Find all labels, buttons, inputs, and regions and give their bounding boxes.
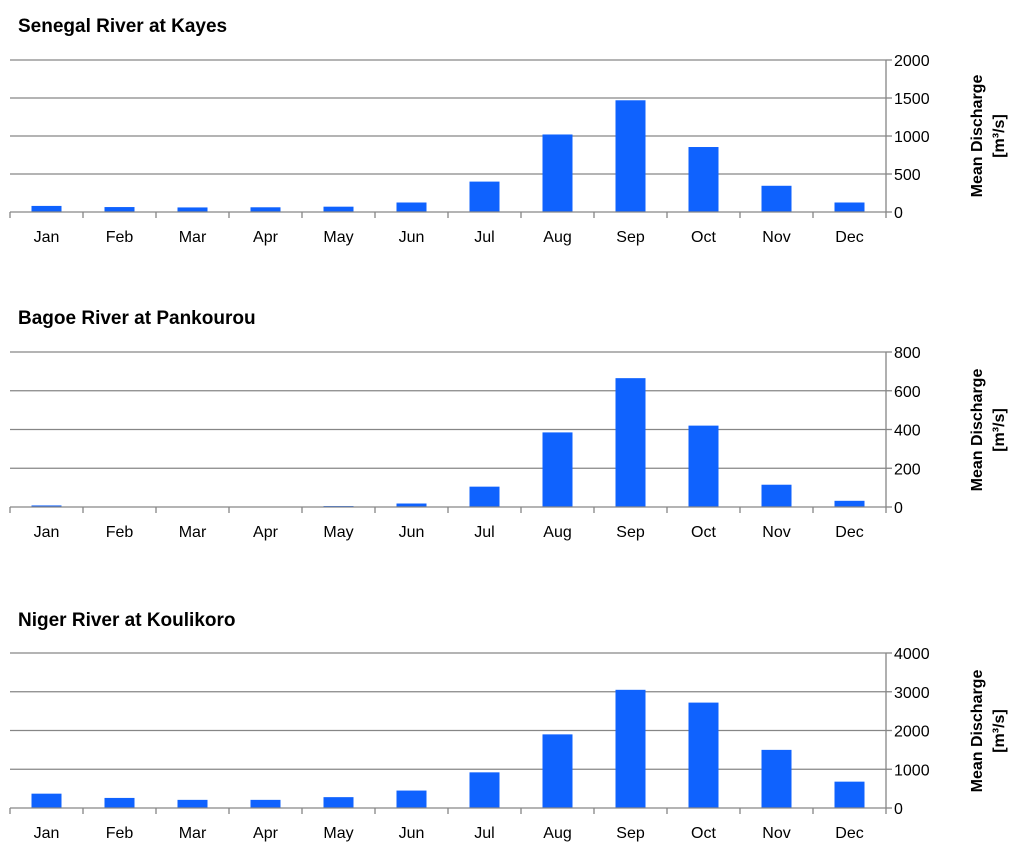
bar-feb [104, 797, 135, 808]
x-tick-label: Apr [253, 825, 279, 842]
bar-jan [31, 505, 62, 507]
x-tick-label: May [323, 524, 353, 541]
y-tick-label: 2000 [894, 724, 930, 741]
x-tick-label: Apr [253, 524, 279, 541]
y-tick-label: 3000 [894, 685, 930, 702]
y-axis-label-line2: [m³/s] [991, 408, 1008, 452]
bar-jul [469, 181, 500, 212]
y-axis-label-line1: Mean Discharge [969, 670, 986, 793]
bar-jun [396, 503, 427, 507]
bar-jan [31, 793, 62, 808]
x-tick-label: Nov [762, 825, 790, 842]
bar-oct [688, 425, 719, 507]
x-tick-label: Feb [106, 825, 134, 842]
y-tick-label: 1000 [894, 762, 930, 779]
y-tick-label: 800 [894, 345, 921, 362]
y-tick-label: 0 [894, 801, 903, 818]
y-tick-label: 1000 [894, 129, 930, 146]
bar-sep [615, 689, 646, 808]
chart-title: Niger River at Koulikoro [18, 610, 236, 631]
x-tick-label: Mar [179, 524, 207, 541]
chart-title: Senegal River at Kayes [18, 16, 227, 37]
x-tick-label: Jun [399, 524, 425, 541]
x-tick-label: Apr [253, 229, 279, 246]
bar-apr [250, 207, 281, 212]
x-tick-label: Jun [399, 825, 425, 842]
bar-dec [834, 202, 865, 212]
x-tick-label: Sep [616, 229, 645, 246]
y-tick-label: 2000 [894, 53, 930, 70]
bar-nov [761, 185, 792, 212]
y-axis-label-line2: [m³/s] [991, 114, 1008, 158]
x-tick-label: Jul [474, 524, 494, 541]
bar-sep [615, 100, 646, 212]
x-tick-label: Aug [543, 524, 571, 541]
x-tick-label: Sep [616, 524, 645, 541]
x-tick-label: Aug [543, 229, 571, 246]
bar-jul [469, 772, 500, 808]
bar-may [323, 206, 354, 212]
y-tick-label: 0 [894, 500, 903, 517]
bar-dec [834, 781, 865, 808]
bar-aug [542, 432, 573, 507]
x-tick-label: Jun [399, 229, 425, 246]
y-axis-label-line2: [m³/s] [991, 709, 1008, 753]
y-tick-label: 600 [894, 384, 921, 401]
bar-feb [104, 207, 135, 212]
x-tick-label: Jul [474, 825, 494, 842]
bar-jan [31, 205, 62, 212]
x-tick-label: Nov [762, 524, 790, 541]
bar-oct [688, 147, 719, 212]
y-tick-label: 400 [894, 423, 921, 440]
bar-jun [396, 202, 427, 212]
x-tick-label: Jan [34, 825, 60, 842]
x-tick-label: Jan [34, 229, 60, 246]
y-tick-label: 200 [894, 461, 921, 478]
x-tick-label: Nov [762, 229, 790, 246]
bar-mar [177, 207, 208, 212]
bar-jul [469, 486, 500, 507]
x-tick-label: Mar [179, 229, 207, 246]
x-tick-label: Aug [543, 825, 571, 842]
x-tick-label: Dec [835, 825, 863, 842]
bar-dec [834, 500, 865, 507]
bar-aug [542, 134, 573, 212]
y-axis-label-line1: Mean Discharge [969, 75, 986, 198]
chart-niger: Niger River at Koulikoro Mean Discharge … [9, 610, 1008, 842]
bar-sep [615, 378, 646, 507]
x-tick-label: Oct [691, 524, 716, 541]
x-tick-label: May [323, 825, 353, 842]
x-tick-label: Jul [474, 229, 494, 246]
x-tick-label: Oct [691, 229, 716, 246]
bar-mar [177, 799, 208, 808]
y-tick-label: 500 [894, 167, 921, 184]
bar-may [323, 797, 354, 808]
x-tick-label: Feb [106, 524, 134, 541]
y-tick-label: 1500 [894, 91, 930, 108]
x-tick-label: Sep [616, 825, 645, 842]
bar-nov [761, 484, 792, 507]
x-tick-label: Oct [691, 825, 716, 842]
bar-oct [688, 702, 719, 808]
chart-title: Bagoe River at Pankourou [18, 308, 256, 329]
bar-apr [250, 799, 281, 808]
x-tick-label: Dec [835, 229, 863, 246]
x-tick-label: Jan [34, 524, 60, 541]
x-tick-label: May [323, 229, 353, 246]
x-tick-label: Mar [179, 825, 207, 842]
x-tick-label: Feb [106, 229, 134, 246]
y-axis-label-line1: Mean Discharge [969, 369, 986, 492]
y-tick-label: 4000 [894, 646, 930, 663]
chart-senegal: Senegal River at Kayes Mean Discharge [m… [9, 16, 1008, 246]
y-tick-label: 0 [894, 205, 903, 222]
bar-aug [542, 734, 573, 808]
x-tick-label: Dec [835, 524, 863, 541]
bar-nov [761, 749, 792, 808]
bar-jun [396, 790, 427, 808]
chart-bagoe: Bagoe River at Pankourou Mean Discharge … [9, 308, 1008, 541]
